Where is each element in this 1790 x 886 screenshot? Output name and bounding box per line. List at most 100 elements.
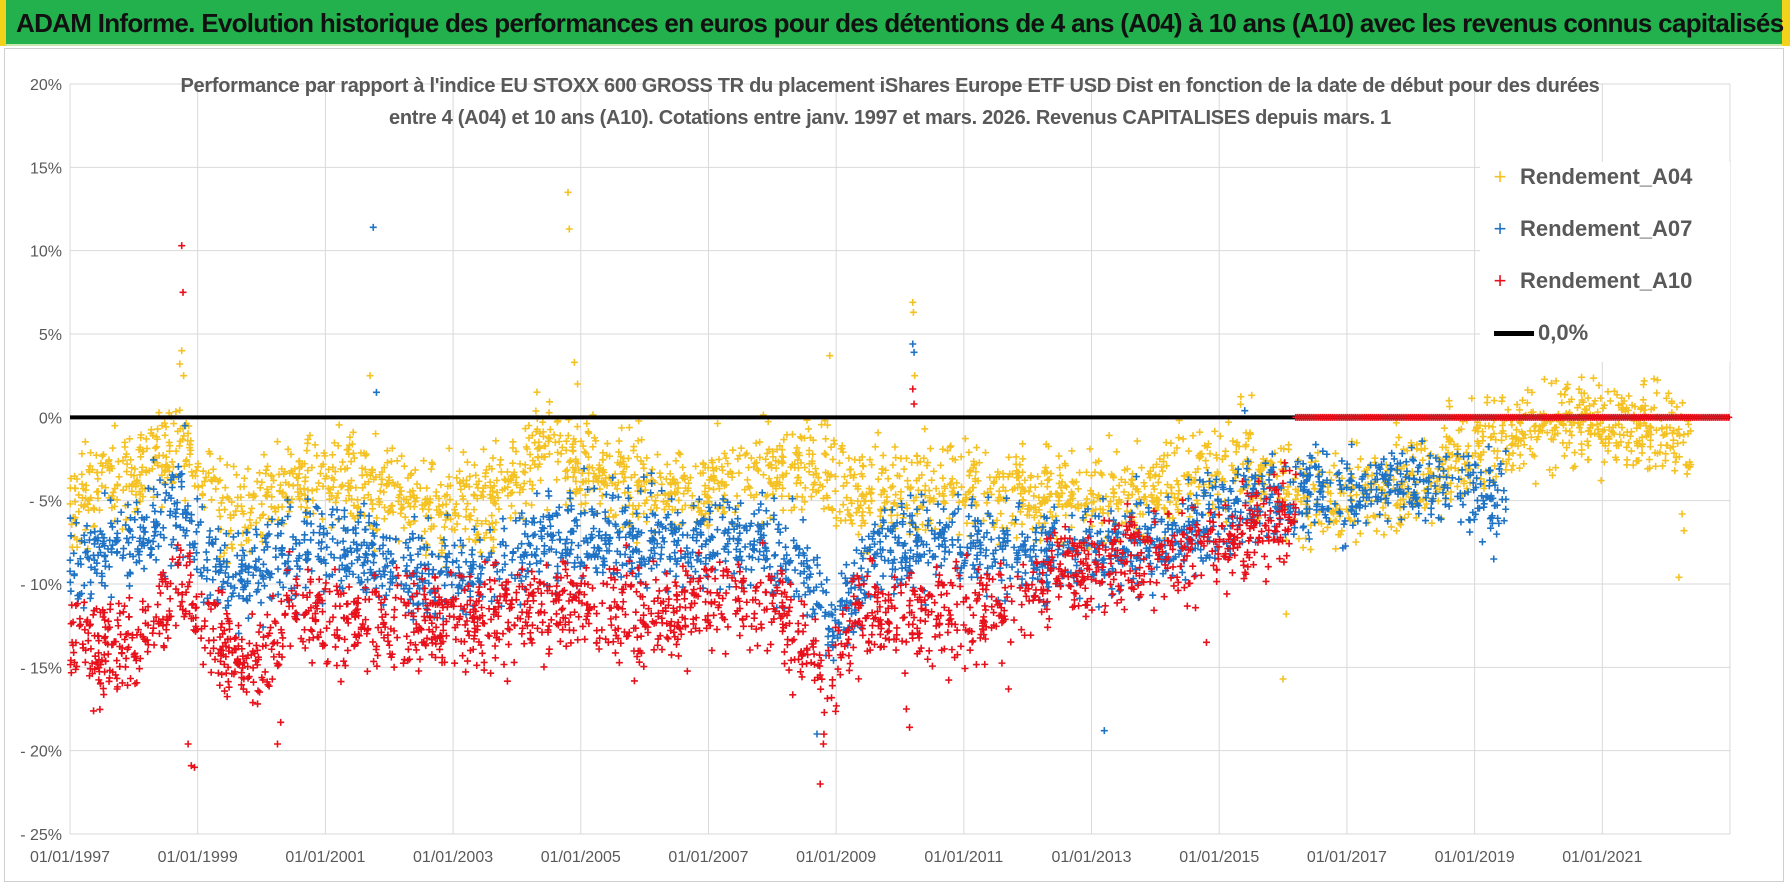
a04-point: [1463, 485, 1471, 493]
a04-point: [822, 451, 830, 459]
a04-point: [362, 450, 370, 458]
a07-point: [339, 537, 347, 545]
a04-point: [980, 490, 988, 498]
a04-point: [1483, 393, 1491, 401]
a04-point: [1170, 449, 1178, 457]
a04-point: [227, 527, 235, 535]
a07-point: [913, 542, 921, 550]
a04-point: [616, 461, 624, 469]
a07-point: [813, 561, 821, 569]
a04-point: [788, 506, 796, 514]
a07-point: [561, 540, 569, 548]
a04-point: [1591, 429, 1599, 437]
a04-point: [1670, 449, 1678, 457]
a04-point: [490, 499, 498, 507]
a04-point: [1421, 445, 1429, 453]
a04-point: [570, 358, 578, 366]
a04-point: [411, 466, 419, 474]
a04-point: [304, 439, 312, 447]
a04-point: [325, 465, 333, 473]
y-tick-label: - 15%: [20, 660, 62, 677]
a04-point: [503, 468, 511, 476]
a04-point: [1652, 462, 1660, 470]
a07-point: [172, 522, 180, 530]
a04-point: [1653, 389, 1661, 397]
a04-point: [866, 509, 874, 517]
a07-point: [756, 548, 764, 556]
a04-point: [621, 473, 629, 481]
a04-point: [1175, 434, 1183, 442]
a07-point: [722, 557, 730, 565]
x-tick-label: 01/01/2021: [1562, 849, 1642, 866]
a04-point: [354, 496, 362, 504]
a04-point: [801, 484, 809, 492]
a04-point: [997, 510, 1005, 518]
a07-point: [535, 568, 543, 576]
a04-point: [420, 457, 428, 465]
a04-point: [142, 435, 150, 443]
a07-point: [468, 551, 476, 559]
a07-point: [508, 571, 516, 579]
a04-point: [1114, 505, 1122, 513]
a04-point: [619, 477, 627, 485]
a04-point: [176, 425, 184, 433]
a07-point: [360, 569, 368, 577]
a04-point: [557, 450, 565, 458]
a04-point: [537, 476, 545, 484]
a04-point: [1392, 441, 1400, 449]
a04-point: [845, 454, 853, 462]
a04-point: [526, 464, 534, 472]
a04-point: [1650, 375, 1658, 383]
a04-point: [330, 439, 338, 447]
a04-point: [188, 468, 196, 476]
a04-point: [411, 498, 419, 506]
a07-point: [328, 511, 336, 519]
a07-point: [234, 529, 242, 537]
a04-point: [805, 450, 813, 458]
a04-point: [151, 444, 159, 452]
a04-point: [1599, 404, 1607, 412]
a04-point: [1117, 476, 1125, 484]
a04-point: [1491, 462, 1499, 470]
a04-point: [191, 482, 199, 490]
a07-point: [1459, 501, 1467, 509]
a04-point: [71, 498, 79, 506]
a07-point: [401, 567, 409, 575]
a04-point: [205, 469, 213, 477]
a07-point: [150, 532, 158, 540]
a04-point: [1035, 519, 1043, 527]
a04-point: [762, 493, 770, 501]
a04-point: [1675, 425, 1683, 433]
a07-point: [1427, 510, 1435, 518]
a07-point: [500, 525, 508, 533]
a04-point: [844, 506, 852, 514]
a07-point: [140, 565, 148, 573]
a04-point: [370, 475, 378, 483]
a04-point: [778, 446, 786, 454]
a04-point: [442, 500, 450, 508]
a07-point: [1410, 457, 1418, 465]
a04-point: [871, 443, 879, 451]
a07-point: [152, 556, 160, 564]
a04-point: [272, 508, 280, 516]
a04-point: [1412, 514, 1420, 522]
a07-point: [318, 510, 326, 518]
a07-point: [713, 526, 721, 534]
a04-point: [346, 433, 354, 441]
a04-point: [828, 505, 836, 513]
a04-point: [884, 475, 892, 483]
a04-point: [1548, 471, 1556, 479]
a07-point: [67, 532, 75, 540]
a07-point: [647, 565, 655, 573]
a04-point: [1091, 468, 1099, 476]
a04-point: [153, 435, 161, 443]
a04-point: [509, 444, 517, 452]
a04-point: [1089, 490, 1097, 498]
a07-point: [67, 587, 75, 595]
a07-point: [987, 535, 995, 543]
a04-point: [425, 505, 433, 513]
a04-point: [1453, 482, 1461, 490]
a04-point: [442, 510, 450, 518]
a04-point: [81, 438, 89, 446]
a04-point: [999, 473, 1007, 481]
